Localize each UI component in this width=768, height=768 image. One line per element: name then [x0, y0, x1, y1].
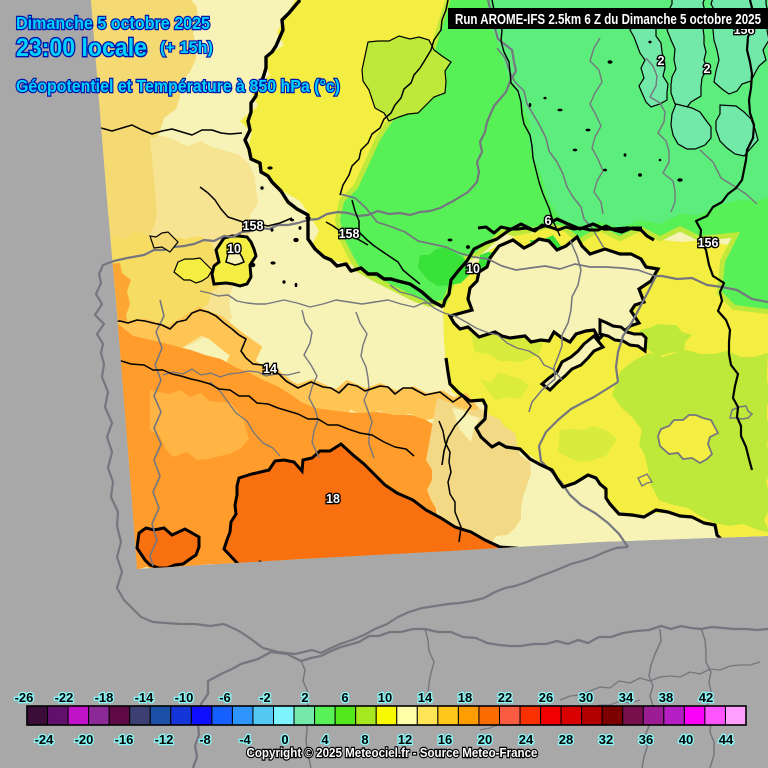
svg-text:2: 2: [301, 690, 308, 705]
svg-text:38: 38: [659, 690, 673, 705]
svg-text:Dimanche 5 octobre 2025: Dimanche 5 octobre 2025: [16, 13, 210, 33]
svg-text:-2: -2: [259, 690, 271, 705]
svg-text:-26: -26: [15, 690, 34, 705]
svg-text:22: 22: [498, 690, 512, 705]
svg-text:24: 24: [519, 732, 534, 747]
svg-text:-16: -16: [115, 732, 134, 747]
svg-text:Run AROME-IFS 2.5km 6 Z du Dim: Run AROME-IFS 2.5km 6 Z du Dimanche 5 oc…: [455, 11, 761, 28]
svg-text:10: 10: [378, 690, 392, 705]
svg-text:-8: -8: [199, 732, 211, 747]
svg-text:-12: -12: [155, 732, 174, 747]
svg-text:8: 8: [361, 732, 368, 747]
svg-text:12: 12: [398, 732, 412, 747]
svg-text:44: 44: [719, 732, 734, 747]
svg-text:6: 6: [341, 690, 348, 705]
svg-text:10: 10: [227, 242, 241, 256]
svg-text:26: 26: [539, 690, 553, 705]
svg-text:6: 6: [545, 214, 552, 228]
svg-text:14: 14: [263, 362, 277, 376]
svg-text:14: 14: [418, 690, 433, 705]
svg-text:42: 42: [699, 690, 713, 705]
svg-text:Copyright © 2025 Meteociel.fr: Copyright © 2025 Meteociel.fr - Source M…: [247, 745, 538, 760]
svg-text:-24: -24: [35, 732, 55, 747]
svg-text:28: 28: [559, 732, 573, 747]
svg-text:18: 18: [458, 690, 472, 705]
svg-text:34: 34: [619, 690, 634, 705]
svg-text:2: 2: [658, 54, 665, 68]
svg-text:156: 156: [698, 236, 719, 250]
svg-text:18: 18: [326, 492, 340, 506]
svg-text:40: 40: [679, 732, 693, 747]
svg-text:-6: -6: [219, 690, 231, 705]
svg-text:-4: -4: [239, 732, 251, 747]
svg-text:-18: -18: [95, 690, 114, 705]
svg-text:36: 36: [639, 732, 653, 747]
svg-text:-14: -14: [135, 690, 155, 705]
svg-text:2: 2: [704, 62, 711, 76]
svg-text:30: 30: [579, 690, 593, 705]
svg-text:Géopotentiel et Température à: Géopotentiel et Température à 850 hPa (°…: [16, 76, 340, 96]
svg-text:4: 4: [321, 732, 329, 747]
svg-text:(+ 15h): (+ 15h): [160, 39, 213, 57]
svg-text:158: 158: [243, 219, 264, 233]
svg-text:20: 20: [478, 732, 492, 747]
svg-text:-20: -20: [75, 732, 94, 747]
svg-text:10: 10: [466, 262, 480, 276]
svg-text:16: 16: [438, 732, 452, 747]
svg-text:-10: -10: [175, 690, 194, 705]
svg-text:32: 32: [599, 732, 613, 747]
svg-text:23:00 locale: 23:00 locale: [16, 34, 147, 62]
svg-text:-22: -22: [55, 690, 74, 705]
svg-text:158: 158: [339, 227, 360, 241]
svg-text:0: 0: [281, 732, 288, 747]
